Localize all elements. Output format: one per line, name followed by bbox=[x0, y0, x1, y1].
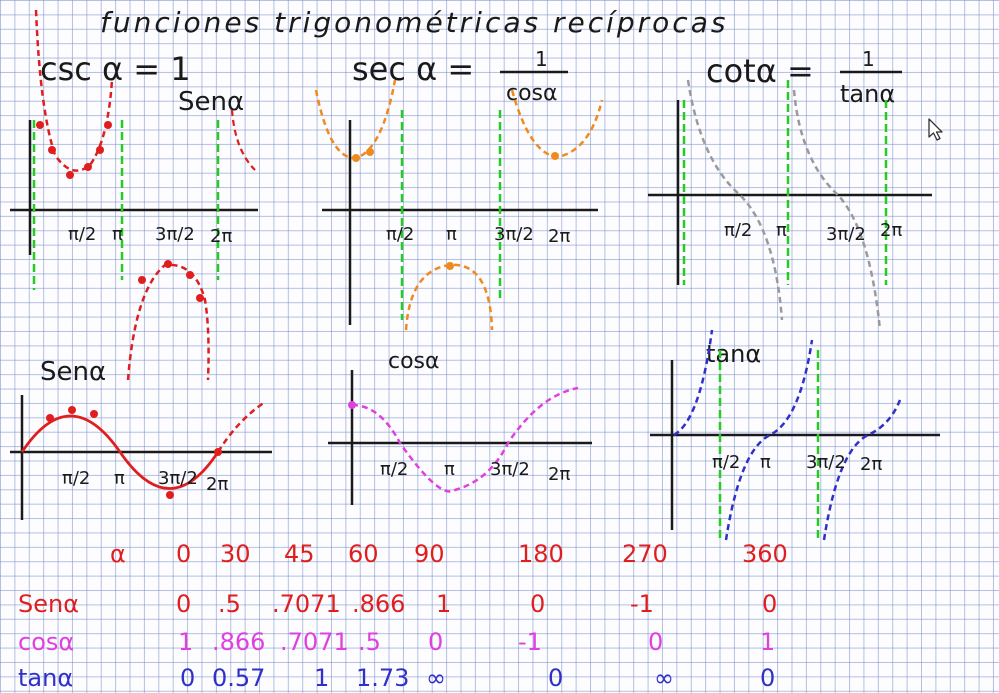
tan-value: 0 bbox=[548, 664, 563, 692]
tan-value: 1 bbox=[314, 664, 329, 692]
cos-value: .7071 bbox=[280, 628, 349, 656]
angle-header: 45 bbox=[284, 540, 315, 568]
sec-graph: sec α = 1 cosα π/2 π 3π/2 2π bbox=[314, 47, 604, 331]
tan-branch bbox=[822, 399, 902, 541]
cos-tick-label: 2π bbox=[548, 464, 570, 485]
cos-tick-label: 3π/2 bbox=[490, 459, 530, 480]
sin-title: Senα bbox=[40, 357, 106, 387]
tan-title: tanα bbox=[706, 340, 761, 368]
angle-header: 360 bbox=[742, 540, 788, 568]
cos-value: 0 bbox=[648, 628, 663, 656]
cos-value: 0 bbox=[428, 628, 443, 656]
csc-tick-label: π bbox=[112, 224, 123, 245]
angle-header: 180 bbox=[518, 540, 564, 568]
cos-value: 1 bbox=[178, 628, 193, 656]
cot-branch bbox=[792, 89, 882, 331]
csc-tick-label: 3π/2 bbox=[155, 224, 195, 245]
cos-value: .5 bbox=[358, 628, 381, 656]
sec-title: sec α = bbox=[352, 50, 474, 88]
page-title: funciones trigonométricas recíprocas bbox=[100, 6, 728, 39]
angle-header: 30 bbox=[220, 540, 251, 568]
cot-tick-label: 3π/2 bbox=[826, 224, 866, 245]
cos-tick-label: π/2 bbox=[380, 459, 408, 480]
sen-value: 0 bbox=[176, 590, 191, 618]
cos-value: .866 bbox=[212, 628, 265, 656]
cos-tick-label: π bbox=[444, 459, 455, 480]
cos-graph: cosα π/2 π 3π/2 2π bbox=[328, 349, 592, 505]
csc-points bbox=[36, 121, 204, 302]
sec-branch bbox=[404, 263, 494, 331]
cot-tick-label: π/2 bbox=[724, 220, 752, 241]
csc-branch bbox=[126, 263, 210, 381]
sin-tick-label: π bbox=[114, 468, 125, 489]
cos-title: cosα bbox=[388, 349, 440, 374]
csc-tick-label: π/2 bbox=[68, 224, 96, 245]
tan-tick-label: 3π/2 bbox=[806, 452, 846, 473]
sec-numerator: 1 bbox=[535, 47, 548, 71]
tan-graph: tanα π/2 π 3π/2 2π bbox=[650, 329, 940, 541]
cot-tick-label: 2π bbox=[880, 220, 902, 241]
values-table: α 0 30 45 60 90 180 270 360 Senα 0 .5 .7… bbox=[18, 540, 788, 692]
sen-value: 1 bbox=[436, 590, 451, 618]
cot-branch bbox=[686, 79, 784, 321]
row-label-sen: Senα bbox=[18, 590, 79, 618]
tan-value: 1.73 bbox=[356, 664, 409, 692]
angle-header: 0 bbox=[176, 540, 191, 568]
sen-value: 0 bbox=[762, 590, 777, 618]
sen-value: -1 bbox=[630, 590, 654, 618]
cot-graph: cotα = 1 tanα π/2 π 3π/2 2π bbox=[648, 47, 932, 331]
csc-title: csc α = 1 bbox=[40, 50, 191, 88]
csc-tick-label: 2π bbox=[210, 226, 232, 247]
table-header-label: α bbox=[110, 540, 126, 568]
sec-tick-label: π/2 bbox=[386, 224, 414, 245]
sec-branch bbox=[314, 79, 397, 160]
angle-header: 60 bbox=[348, 540, 379, 568]
row-label-cos: cosα bbox=[18, 628, 74, 656]
csc-branch bbox=[34, 9, 114, 172]
sec-tick-label: π bbox=[446, 224, 457, 245]
sec-tick-label: 3π/2 bbox=[494, 224, 534, 245]
sec-tick-label: 2π bbox=[548, 226, 570, 247]
tan-branch bbox=[673, 329, 714, 437]
tan-value: ∞ bbox=[426, 664, 446, 692]
sin-tick-label: π/2 bbox=[62, 468, 90, 489]
cos-value: -1 bbox=[518, 628, 542, 656]
cot-title: cotα = bbox=[706, 52, 814, 90]
csc-graph: csc α = 1 Senα π/2 π 3π/2 2π bbox=[10, 9, 258, 381]
sen-value: .5 bbox=[218, 590, 241, 618]
angle-header: 90 bbox=[414, 540, 445, 568]
sin-tick-label: 3π/2 bbox=[158, 468, 198, 489]
tan-tick-label: π/2 bbox=[712, 452, 740, 473]
mouse-pointer-icon bbox=[928, 118, 943, 141]
csc-branch bbox=[230, 109, 256, 171]
tan-value: 0.57 bbox=[212, 664, 265, 692]
cos-curve bbox=[351, 386, 579, 493]
sen-value: 0 bbox=[530, 590, 545, 618]
row-label-tan: tanα bbox=[18, 664, 73, 692]
tan-branch bbox=[724, 339, 814, 541]
tan-value: 0 bbox=[180, 664, 195, 692]
tan-value: ∞ bbox=[654, 664, 674, 692]
cot-tick-label: π bbox=[776, 220, 787, 241]
tan-value: 0 bbox=[760, 664, 775, 692]
angle-header: 270 bbox=[622, 540, 668, 568]
csc-denominator: Senα bbox=[178, 87, 244, 117]
tan-tick-label: 2π bbox=[860, 454, 882, 475]
sin-graph: Senα π/2 π 3π/2 2π bbox=[10, 357, 272, 520]
sen-value: .866 bbox=[352, 590, 405, 618]
cot-numerator: 1 bbox=[862, 47, 875, 71]
sin-tick-label: 2π bbox=[206, 474, 228, 495]
tan-tick-label: π bbox=[760, 452, 771, 473]
sen-value: .7071 bbox=[272, 590, 341, 618]
cos-value: 1 bbox=[760, 628, 775, 656]
